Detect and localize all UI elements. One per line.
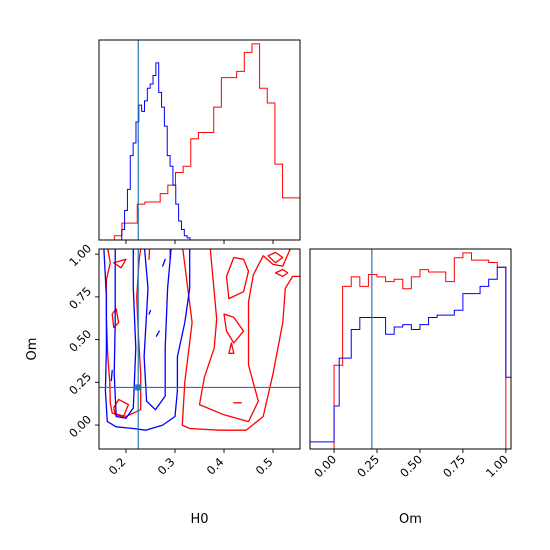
contour-H0-Om-contour-blue-15 bbox=[113, 249, 137, 419]
hist-Om-x-tick-label-2: 0.50 bbox=[397, 452, 425, 480]
contour-H0-Om-x-tick-label-1: 0.3 bbox=[155, 455, 178, 478]
contour-H0-Om-x-tick-label-0: 0.2 bbox=[106, 455, 129, 478]
contour-H0-Om-contour-blue-16 bbox=[143, 249, 172, 411]
hist-H0-frame bbox=[98, 39, 301, 241]
hist-Om-x-tick-label-0: 0.00 bbox=[311, 452, 339, 480]
contour-H0-Om-frame bbox=[98, 248, 301, 450]
contour-H0-Om-x-tick-label-3: 0.5 bbox=[253, 455, 276, 478]
hist-Om-x-tick-label-1: 0.25 bbox=[354, 452, 382, 480]
contour-H0-Om-y-tick-label-1: 0.25 bbox=[66, 370, 94, 398]
contour-H0-Om-contour-blue-20 bbox=[162, 258, 166, 267]
contour-H0-Om-y-tick-label-0: 0.00 bbox=[66, 412, 94, 440]
hist-H0-panel bbox=[98, 39, 301, 244]
contour-H0-Om-contour-red-2 bbox=[225, 256, 250, 300]
contour-H0-Om-y-tick-label-2: 0.50 bbox=[66, 327, 94, 355]
contour-H0-Om-ylabel: Om bbox=[25, 338, 40, 361]
contour-H0-Om-contour-blue-17 bbox=[110, 369, 113, 382]
contour-H0-Om-contour-blue-19 bbox=[155, 330, 160, 337]
contour-H0-Om-contour-red-4 bbox=[228, 342, 235, 354]
hist-Om-panel: 0.00 0.25 0.50 0.75 1.00 Om bbox=[309, 248, 512, 527]
hist-Om-x-tick-label-3: 0.75 bbox=[440, 452, 468, 480]
contour-H0-Om-contour-red-6 bbox=[274, 268, 289, 278]
contour-H0-Om-x-tick-label-2: 0.4 bbox=[204, 455, 227, 478]
contour-H0-Om-contour-red-3 bbox=[223, 313, 245, 344]
contour-H0-Om-contour-red-0 bbox=[181, 249, 300, 431]
hist-Om-series-blue bbox=[310, 266, 511, 443]
contour-H0-Om-contour-red-11 bbox=[113, 258, 127, 269]
contour-H0-Om-contour-red-12 bbox=[148, 249, 151, 260]
hist-H0-series-blue bbox=[99, 62, 300, 240]
contour-H0-Om-contour-red-1 bbox=[198, 249, 291, 423]
contour-H0-Om-panel: 0.2 0.3 0.4 0.5 0.00 0.25 0.50 0.75 1.00 Om H0 bbox=[25, 241, 301, 527]
hist-Om-series-red bbox=[310, 252, 511, 449]
contour-H0-Om-y-tick-label-3: 0.75 bbox=[66, 284, 94, 312]
hist-Om-xlabel: Om bbox=[399, 512, 422, 527]
contour-H0-Om-contour-blue-14 bbox=[103, 249, 191, 431]
contour-H0-Om-contour-red-5 bbox=[267, 251, 284, 264]
contour-H0-Om-truth-marker bbox=[135, 384, 142, 391]
contour-H0-Om-contour-blue-18 bbox=[148, 309, 152, 315]
hist-H0-series-red bbox=[99, 43, 300, 240]
contour-H0-Om-xlabel: H0 bbox=[190, 512, 208, 527]
hist-Om-frame bbox=[309, 248, 512, 450]
hist-Om-x-tick-label-4: 1.00 bbox=[483, 452, 511, 480]
contour-H0-Om-contour-red-9 bbox=[113, 398, 130, 418]
contour-H0-Om-y-tick-label-4: 1.00 bbox=[66, 241, 94, 269]
